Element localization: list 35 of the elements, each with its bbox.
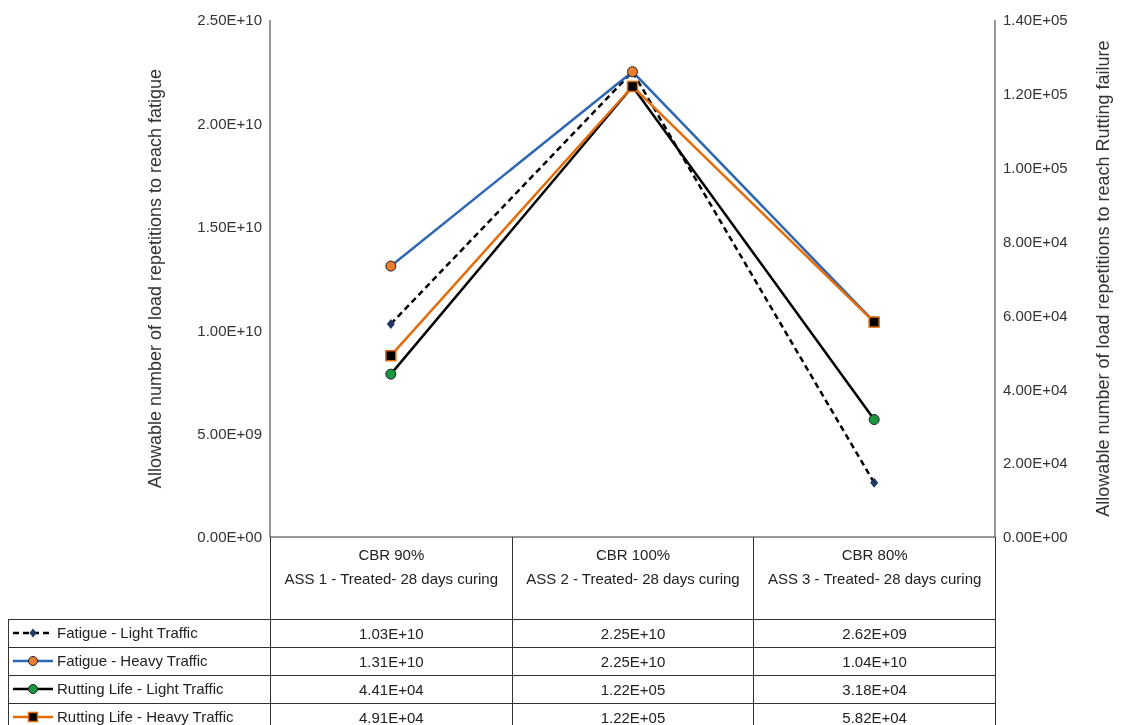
y2-tick-label: 6.00E+04	[1003, 306, 1068, 324]
data-label: 1.22E+05	[512, 675, 754, 704]
data-label: 2.62E+09	[753, 619, 996, 648]
y2-tick-label: 1.20E+05	[1003, 85, 1068, 103]
y2-tick-label: 8.00E+04	[1003, 232, 1068, 250]
legend-label: Rutting Life - Heavy Traffic	[57, 708, 234, 725]
legend-label: Fatigue - Light Traffic	[57, 624, 198, 642]
y2-axis-title: Allowable number of load repetitions to reach Rutting failure	[1093, 40, 1114, 517]
y2-tick-label: 4.00E+04	[1003, 380, 1068, 398]
data-label: 3.18E+04	[753, 675, 996, 704]
data-label: 1.31E+10	[270, 647, 513, 676]
y2-tick-label: 0.00E+00	[1003, 528, 1068, 546]
y-tick-label: 2.50E+10	[197, 11, 262, 29]
legend-label: Rutting Life - Light Traffic	[57, 680, 224, 698]
data-label: 2.25E+10	[512, 619, 754, 648]
data-label: 2.25E+10	[512, 647, 754, 676]
legend-label: Fatigue - Heavy Traffic	[57, 652, 208, 670]
y-tick-label: 2.00E+10	[197, 114, 262, 132]
y-tick-label: 0.00E+00	[197, 528, 262, 546]
data-label: 5.82E+04	[753, 703, 996, 725]
y-tick-label: 1.00E+10	[197, 321, 262, 339]
data-label: 1.22E+05	[512, 703, 754, 725]
y-axis-title: Allowable number of load repetitions to reach fatigue	[145, 68, 166, 489]
y-tick-label: 5.00E+09	[197, 424, 262, 442]
y-tick-label: 1.50E+10	[197, 218, 262, 236]
x-tick-label: CBR 90% ASS 1 - Treated- 28 days curing	[283, 545, 500, 589]
data-label: 4.91E+04	[270, 703, 513, 725]
y2-tick-label: 1.00E+05	[1003, 159, 1068, 177]
data-label: 4.41E+04	[270, 675, 513, 704]
x-tick-label: CBR 80% ASS 3 - Treated- 28 days curing	[766, 545, 983, 589]
x-tick-label: CBR 100% ASS 2 - Treated- 28 days curing	[525, 545, 741, 589]
y2-tick-label: 1.40E+05	[1003, 11, 1068, 29]
y2-tick-label: 2.00E+04	[1003, 454, 1068, 472]
data-label: 1.04E+10	[753, 647, 996, 676]
data-label: 1.03E+10	[270, 619, 513, 648]
